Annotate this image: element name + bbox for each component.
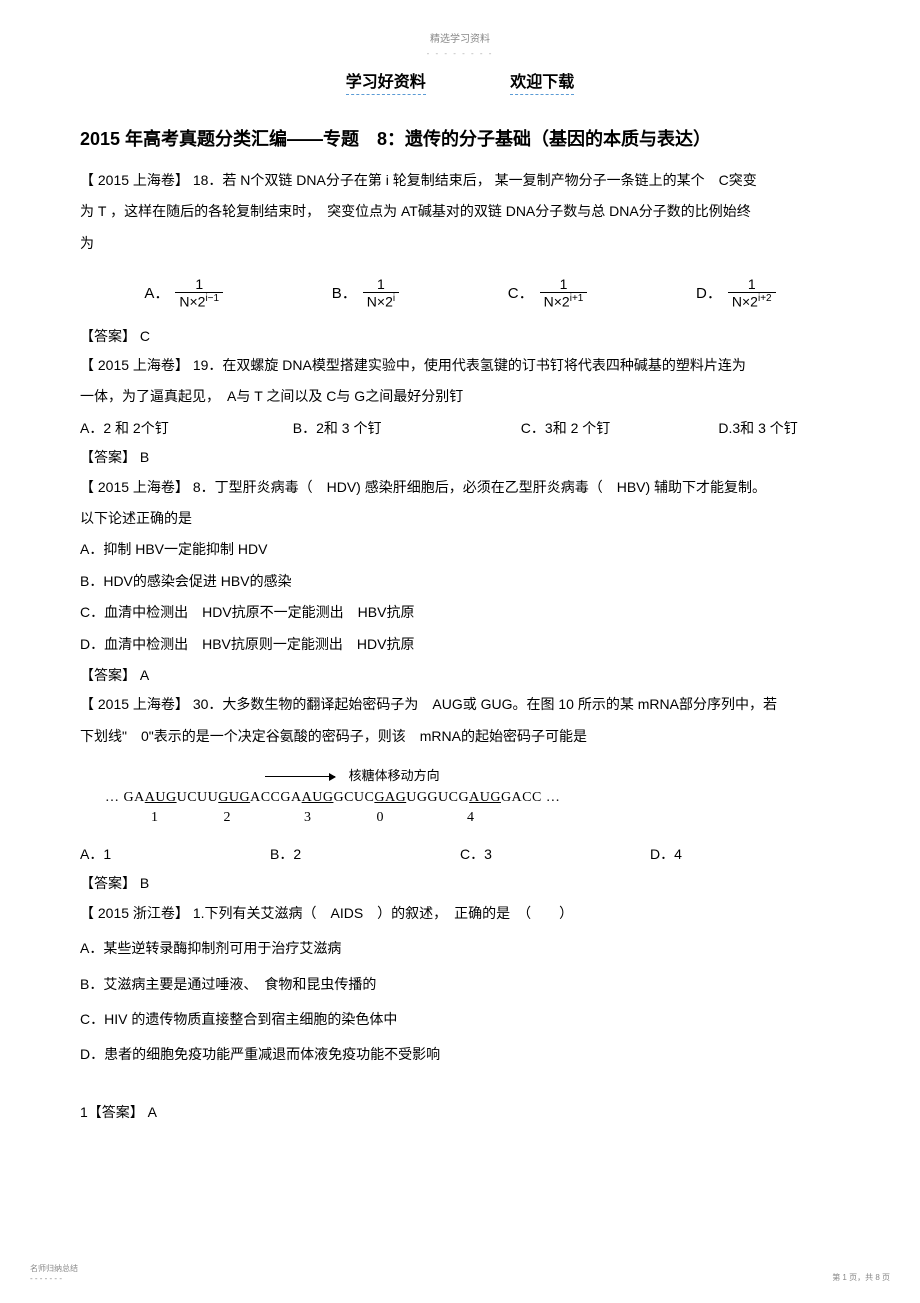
num-2: 2 — [224, 810, 231, 826]
header-row: 学习好资料 欢迎下载 — [80, 68, 840, 95]
q1-opt-c-den: N×2i+1 — [540, 293, 588, 310]
q1-opt-b-frac: 1 N×2i — [363, 276, 399, 310]
top-dots: - - - - - - - - — [80, 49, 840, 58]
q4-opt-c: C．3 — [460, 840, 650, 869]
q2-opt-a: A．2 和 2个钉 — [80, 414, 293, 443]
q1-opt-c-num: 1 — [540, 276, 588, 293]
mrna-sequence: … GAAUGUCUUGUGACCGAAUGGCUCGAGUGGUCGAUGGA… — [105, 790, 840, 806]
q1-opt-d-num: 1 — [728, 276, 776, 293]
num-4: 4 — [467, 810, 474, 826]
arrow-label: 核糖体移动方向 — [349, 768, 440, 783]
q1-opt-b-num: 1 — [363, 276, 399, 293]
q5-opt-b: B．艾滋病主要是通过唾液、 食物和昆虫传播的 — [80, 970, 840, 999]
q2-opt-c: C．3和 2 个钉 — [521, 414, 719, 443]
page-title: 2015 年高考真题分类汇编——专题 8：遗传的分子基础（基因的本质与表达） — [80, 125, 840, 154]
q5-opt-a: A．某些逆转录酶抑制剂可用于治疗艾滋病 — [80, 934, 840, 963]
footer-right: 第 1 页，共 8 页 — [832, 1272, 890, 1283]
header-left: 学习好资料 — [346, 68, 426, 95]
q1-opt-c-frac: 1 N×2i+1 — [540, 276, 588, 310]
q1-opt-a-num: 1 — [175, 276, 223, 293]
q5-opt-c: C．HIV 的遗传物质直接整合到宿主细胞的染色体中 — [80, 1005, 840, 1034]
q5-line1: 【 2015 浙江卷】 1.下列有关艾滋病（ AIDS ）的叙述， 正确的是 （… — [80, 899, 840, 928]
q1-opt-d-den: N×2i+2 — [728, 293, 776, 310]
header-right: 欢迎下载 — [510, 68, 574, 95]
q4-opt-a: A．1 — [80, 840, 270, 869]
q2-answer: 【答案】 B — [80, 443, 840, 472]
q3-opt-b: B．HDV的感染会促进 HBV的感染 — [80, 567, 840, 596]
q1-opt-b: B． 1 N×2i — [332, 276, 399, 310]
footer-left: 名师归纳总结 - - - - - - - — [30, 1263, 78, 1283]
q3-opt-a: A．抑制 HBV一定能抑制 HDV — [80, 535, 840, 564]
q1-opt-d: D． 1 N×2i+2 — [696, 276, 776, 310]
footer-left-text: 名师归纳总结 — [30, 1263, 78, 1274]
top-label: 精选学习资料 — [80, 30, 840, 45]
q3-opt-d: D．血清中检测出 HBV抗原则一定能测出 HDV抗原 — [80, 630, 840, 659]
q1-opt-c: C． 1 N×2i+1 — [508, 276, 588, 310]
q1-line3: 为 — [80, 229, 840, 258]
q3-line2: 以下论述正确的是 — [80, 504, 840, 533]
q4-line1: 【 2015 上海卷】 30．大多数生物的翻译起始密码子为 AUG或 GUG。在… — [80, 690, 840, 719]
q2-line1: 【 2015 上海卷】 19．在双螺旋 DNA模型搭建实验中，使用代表氢键的订书… — [80, 351, 840, 380]
q1-line2: 为 T ，这样在随后的各轮复制结束时， 突变位点为 AT碱基对的双链 DNA分子… — [80, 197, 840, 226]
q2-line2: 一体，为了逼真起见， A与 T 之间以及 C与 G之间最好分别钉 — [80, 382, 840, 411]
arrow-icon — [265, 776, 335, 777]
q3-answer: 【答案】 A — [80, 661, 840, 690]
q1-opt-a-den: N×2i−1 — [175, 293, 223, 310]
q3-line1: 【 2015 上海卷】 8．丁型肝炎病毒（ HDV) 感染肝细胞后，必须在乙型肝… — [80, 473, 840, 502]
q4-answer: 【答案】 B — [80, 869, 840, 898]
q2-opt-d: D.3和 3 个钉 — [718, 414, 840, 443]
num-1: 1 — [151, 810, 158, 826]
q1-opt-c-label: C． — [508, 282, 534, 303]
q1-answer: 【答案】 C — [80, 322, 840, 351]
mrna-numbers: 1 2 3 0 4 — [105, 810, 840, 826]
q4-diagram: 核糖体移动方向 … GAAUGUCUUGUGACCGAAUGGCUCGAGUGG… — [105, 765, 840, 826]
footer-left-dots: - - - - - - - — [30, 1274, 78, 1283]
q1-opt-b-den: N×2i — [363, 293, 399, 310]
q1-opt-a-label: A． — [144, 282, 169, 303]
q4-line2: 下划线" 0"表示的是一个决定谷氨酸的密码子，则该 mRNA的起始密码子可能是 — [80, 722, 840, 751]
q5-opt-d: D．患者的细胞免疫功能严重减退而体液免疫功能不受影响 — [80, 1040, 840, 1069]
q2-options: A．2 和 2个钉 B．2和 3 个钉 C．3和 2 个钉 D.3和 3 个钉 — [80, 414, 840, 443]
num-0: 0 — [377, 810, 384, 826]
q5-answer: 1【答案】 A — [80, 1098, 840, 1127]
q3-opt-c: C．血清中检测出 HDV抗原不一定能测出 HBV抗原 — [80, 598, 840, 627]
q2-opt-b: B．2和 3 个钉 — [293, 414, 521, 443]
q1-opt-a-frac: 1 N×2i−1 — [175, 276, 223, 310]
q1-opt-a: A． 1 N×2i−1 — [144, 276, 223, 310]
num-3: 3 — [304, 810, 311, 826]
q4-options: A．1 B．2 C．3 D．4 — [80, 840, 840, 869]
arrow-row: 核糖体移动方向 — [265, 765, 840, 784]
q1-line1: 【 2015 上海卷】 18．若 N个双链 DNA分子在第 i 轮复制结束后， … — [80, 166, 840, 195]
q4-opt-d: D．4 — [650, 840, 840, 869]
q1-options: A． 1 N×2i−1 B． 1 N×2i C． 1 N×2i+1 D． 1 — [80, 276, 840, 310]
q1-opt-b-label: B． — [332, 282, 357, 303]
q1-opt-d-label: D． — [696, 282, 722, 303]
q4-opt-b: B．2 — [270, 840, 460, 869]
q1-opt-d-frac: 1 N×2i+2 — [728, 276, 776, 310]
